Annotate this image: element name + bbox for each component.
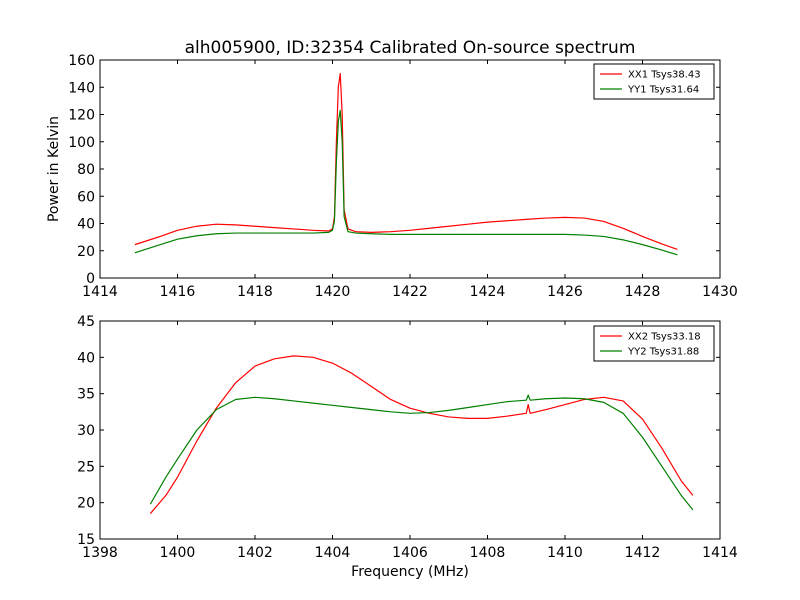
- chart-title: alh005900, ID:32354 Calibrated On-source…: [185, 38, 636, 58]
- y-tick-label: 120: [68, 108, 95, 124]
- x-tick-label: 1430: [702, 284, 738, 300]
- legend-label-xx2: XX2 Tsys33.18: [628, 332, 701, 343]
- top-y-axis-label: Power in Kelvin: [46, 116, 62, 222]
- x-tick-label: 1410: [547, 545, 583, 561]
- legend-label-xx1: XX1 Tsys38.43: [628, 70, 701, 81]
- x-tick-label: 1414: [82, 284, 118, 300]
- x-tick-label: 1416: [160, 284, 196, 300]
- y-tick-label: 100: [68, 135, 95, 151]
- top-ticks: 1414 1416 1418 1420 1422 1424 1426 1428 1430 0 20 4…: [68, 53, 738, 300]
- top-panel: 1414 1416 1418 1420 1422 1424 1426 1428 1430 0 20 4…: [46, 53, 738, 300]
- x-tick-label: 1412: [625, 545, 661, 561]
- y-tick-label: 45: [77, 314, 95, 330]
- x-tick-label: 1406: [392, 545, 428, 561]
- x-tick-label: 1422: [392, 284, 428, 300]
- y-tick-label: 20: [77, 244, 95, 260]
- x-tick-label: 1402: [237, 545, 273, 561]
- series-line-xx1: [134, 73, 678, 250]
- x-tick-label: 1426: [547, 284, 583, 300]
- x-tick-label: 1398: [82, 545, 118, 561]
- x-tick-label: 1400: [160, 545, 196, 561]
- y-tick-label: 60: [77, 189, 95, 205]
- series-line-xx2: [149, 355, 694, 514]
- x-tick-label: 1408: [470, 545, 506, 561]
- y-tick-label: 20: [77, 496, 95, 512]
- y-tick-label: 30: [77, 423, 95, 439]
- y-tick-label: 35: [77, 387, 95, 403]
- top-series-group: [134, 73, 678, 256]
- x-tick-label: 1418: [237, 284, 273, 300]
- y-tick-label: 15: [77, 532, 95, 548]
- x-tick-label: 1420: [315, 284, 351, 300]
- bottom-panel: 1398 1400 1402 1404 1406 1408 1410 1412 1414 15 20…: [77, 314, 738, 580]
- y-tick-label: 40: [77, 350, 95, 366]
- x-tick-label: 1414: [702, 545, 738, 561]
- bottom-legend-box: [593, 325, 715, 362]
- x-tick-label: 1424: [470, 284, 506, 300]
- bottom-legend: XX2 Tsys33.18 YY2 Tsys31.88: [593, 325, 715, 362]
- bottom-ticks: 1398 1400 1402 1404 1406 1408 1410 1412 1414 15 20…: [77, 314, 738, 561]
- bottom-series-group: [149, 355, 694, 514]
- y-tick-label: 80: [77, 162, 95, 178]
- series-line-yy2: [149, 394, 694, 511]
- x-tick-label: 1404: [315, 545, 351, 561]
- y-tick-label: 40: [77, 217, 95, 233]
- x-axis-label: Frequency (MHz): [351, 564, 469, 580]
- y-tick-label: 0: [86, 271, 95, 287]
- top-legend-box: [593, 63, 715, 100]
- legend-label-yy1: YY1 Tsys31.64: [627, 85, 699, 96]
- y-tick-label: 160: [68, 53, 95, 69]
- x-tick-label: 1428: [625, 284, 661, 300]
- top-legend: XX1 Tsys38.43 YY1 Tsys31.64: [593, 63, 715, 100]
- legend-label-yy2: YY2 Tsys31.88: [627, 347, 699, 358]
- series-line-yy1: [134, 109, 678, 256]
- y-tick-label: 140: [68, 80, 95, 96]
- y-tick-label: 25: [77, 459, 95, 475]
